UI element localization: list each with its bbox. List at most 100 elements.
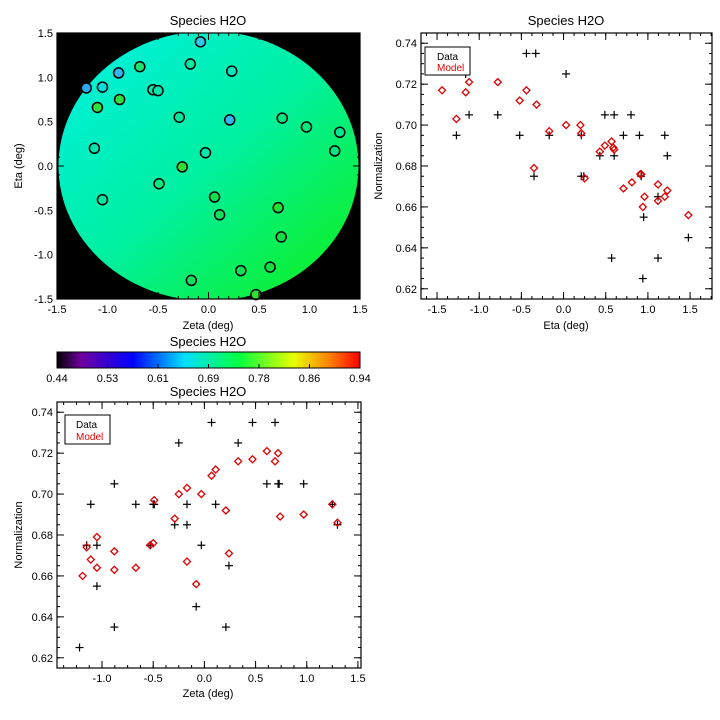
- eta-plot-y-tick-label: 0.64: [396, 243, 417, 255]
- eta-plot-model-point: [464, 77, 474, 87]
- zeta-plot-model-point: [92, 532, 102, 542]
- zeta-plot-data-point: [262, 479, 271, 488]
- eta-plot-model-point: [640, 192, 649, 202]
- zeta-plot-data-point: [182, 500, 191, 509]
- zeta-plot-y-tick-label: 0.66: [32, 571, 53, 583]
- zeta-plot-y-tick-label: 0.72: [32, 448, 53, 460]
- map-y-tick-label: 0.5: [38, 117, 53, 129]
- eta-plot-model-point: [660, 192, 670, 202]
- map-y-tick-label: -1.5: [34, 294, 53, 306]
- map-x-tick-label: -0.5: [149, 304, 168, 316]
- zeta-plot-title: Species H2O: [170, 384, 247, 399]
- zeta-plot-data-point: [75, 643, 84, 652]
- eta-plot-data-point: [531, 49, 540, 58]
- zeta-legend-box: [64, 414, 111, 445]
- zeta-plot-model-point: [182, 483, 192, 493]
- eta-plot-y-tick-label: 0.66: [396, 202, 417, 214]
- eta-plot-model-point: [575, 120, 585, 130]
- colorbar-tick-label: 0.86: [299, 373, 320, 385]
- colorbar: Species H2O 0.44 0.53 0.61 0.69 0.78 0.86 0.94: [46, 334, 370, 385]
- eta-plot-data-point: [663, 151, 672, 160]
- map-point: [272, 201, 284, 214]
- map-y-tick-label: 1.0: [38, 72, 53, 84]
- zeta-scatter-panel: Species H2O -1.0 -0.5 0.0 0.5 1.0 1.5 0.62 0.64…: [13, 384, 366, 700]
- zeta-plot-model-point: [131, 563, 141, 573]
- zeta-plot-model-point: [224, 548, 234, 558]
- map-ylabel: Eta (deg): [13, 143, 25, 188]
- eta-plot-data-point: [627, 110, 636, 119]
- map-y-tick-label: 1.5: [38, 28, 53, 40]
- map-point: [300, 121, 313, 133]
- zeta-plot-data-point: [110, 623, 119, 632]
- zeta-plot-data-point: [299, 479, 308, 488]
- zeta-plot-model-point: [174, 489, 184, 499]
- eta-plot-data-point: [638, 274, 647, 283]
- eta-plot-x-tick-label: 0.5: [598, 304, 613, 316]
- eta-plot-model-point: [627, 177, 637, 187]
- eta-plot-model-point: [595, 147, 605, 157]
- eta-plot-x-tick-label: 1.5: [682, 304, 697, 316]
- eta-plot-model-point: [607, 137, 617, 146]
- map-panel: Species H2O -1.5 -1.0 -0.5 0.0 0.5 1.0 1.5 -1.5…: [13, 13, 368, 332]
- eta-plot-model-point: [461, 87, 471, 97]
- zeta-plot-model-point: [262, 446, 272, 456]
- zeta-plot-data-point: [275, 479, 284, 488]
- eta-plot-data-point: [635, 131, 644, 140]
- eta-plot-title: Species H2O: [528, 13, 605, 28]
- zeta-plot-data-point: [192, 602, 201, 611]
- eta-plot-model-point: [608, 143, 618, 153]
- eta-plot-ylabel: Normalization: [373, 132, 385, 199]
- map-y-tick-label: 0.0: [38, 161, 53, 173]
- eta-plot-model-point: [653, 179, 663, 189]
- map-point: [173, 111, 185, 123]
- colorbar-title: Species H2O: [170, 334, 247, 349]
- eta-plot-model-point: [522, 85, 531, 95]
- eta-legend-data: Data: [437, 52, 459, 63]
- eta-plot-model-point: [653, 196, 663, 206]
- zeta-plot-xlabel: Zeta (deg): [183, 688, 234, 700]
- eta-plot-model-point: [529, 163, 539, 173]
- eta-plot-data-point: [607, 254, 616, 263]
- zeta-plot-data-point: [224, 561, 233, 570]
- map-y-tick-label: -1.0: [34, 250, 53, 262]
- eta-plot-y-tick-label: 0.72: [396, 79, 417, 91]
- eta-plot-data-point: [515, 131, 524, 140]
- zeta-plot-y-tick-label: 0.64: [32, 612, 53, 624]
- zeta-plot-model-point: [109, 565, 119, 575]
- eta-plot-data-point: [654, 254, 663, 263]
- map-point: [223, 114, 236, 126]
- map-point: [194, 36, 207, 48]
- map-point: [225, 65, 238, 77]
- eta-plot-data-point: [577, 131, 586, 140]
- map-point: [199, 146, 212, 159]
- map-point: [112, 67, 125, 79]
- zeta-plot-data-point: [174, 438, 183, 447]
- zeta-plot-data-point: [92, 582, 101, 591]
- zeta-plot-model-point: [273, 448, 283, 458]
- map-point: [80, 82, 93, 94]
- zeta-plot-data-point: [271, 418, 280, 427]
- zeta-plot-model-point: [275, 512, 285, 522]
- zeta-plot-data-point: [248, 418, 257, 427]
- zeta-plot-model-point: [327, 499, 337, 509]
- eta-plot-data-point: [522, 49, 531, 58]
- eta-plot-y-tick-label: 0.68: [396, 161, 417, 173]
- zeta-plot-data-point: [110, 479, 119, 488]
- eta-plot-y-tick-label: 0.74: [396, 38, 417, 50]
- zeta-plot-model-point: [145, 540, 155, 550]
- eta-plot-x-tick-label: -1.0: [470, 304, 489, 316]
- map-x-tick-label: 0.0: [201, 304, 216, 316]
- map-x-tick-label: 1.0: [302, 304, 317, 316]
- zeta-plot-data-point: [234, 438, 243, 447]
- zeta-plot-model-point: [333, 518, 342, 528]
- zeta-plot-data-point: [197, 541, 206, 550]
- eta-plot-model-point: [619, 184, 628, 193]
- colorbar-tick-label: 0.53: [97, 373, 118, 385]
- zeta-plot-model-point: [78, 571, 88, 581]
- eta-plot-model-point: [437, 85, 447, 95]
- map-point: [91, 101, 104, 114]
- eta-plot-data-point: [465, 110, 474, 119]
- eta-plot-x-tick-label: -0.5: [512, 304, 531, 316]
- eta-plot-model-point: [662, 186, 672, 195]
